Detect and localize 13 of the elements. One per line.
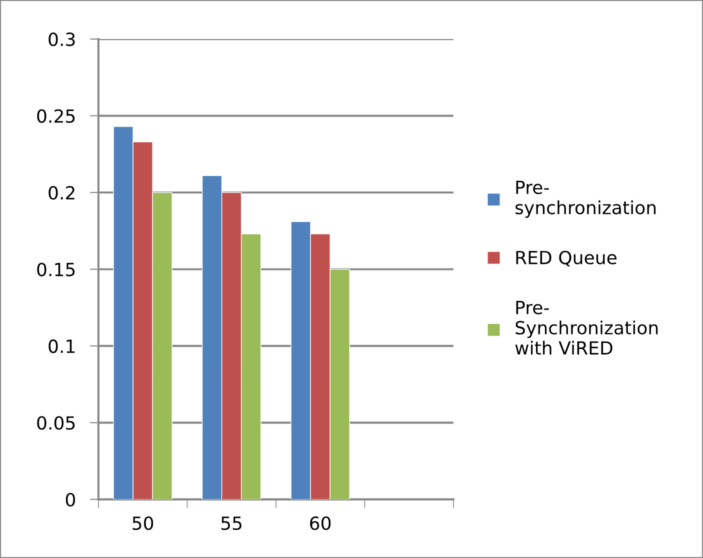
y-tick-label: 0 — [66, 492, 75, 507]
y-tick-label: 0.15 — [37, 262, 75, 276]
legend-label: Pre-synchronization — [516, 180, 656, 218]
x-tick-label: 60 — [310, 516, 331, 530]
x-tick-label: 50 — [132, 516, 154, 530]
legend-label: RED Queue — [516, 250, 616, 266]
y-tick-label: 0.2 — [48, 186, 74, 200]
y-tick-label: 0.05 — [37, 416, 75, 430]
x-tick-label: 55 — [221, 516, 242, 530]
y-tick-label: 0.25 — [37, 109, 75, 123]
y-tick-label: 0.3 — [48, 32, 75, 46]
legend-label: Pre-Synchronization with ViRED — [515, 300, 658, 355]
y-tick-label: 0.1 — [48, 339, 75, 354]
